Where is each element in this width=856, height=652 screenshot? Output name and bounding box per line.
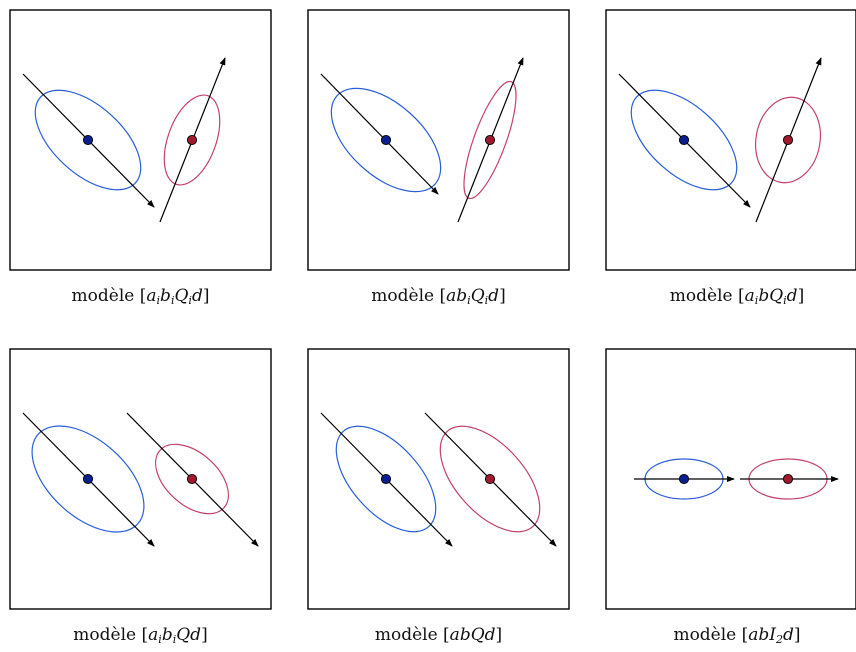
class-2-ellipse (155, 443, 229, 515)
caption-formula: [abI2d] (741, 625, 801, 646)
class-1-axis-arrow (320, 73, 439, 195)
class-1-center-dot (380, 473, 392, 485)
class-2-ellipse (439, 425, 541, 533)
class-2-center-dot (484, 473, 496, 485)
panel-5-caption: modèle [abQd] (375, 625, 502, 645)
panel-5 (307, 348, 570, 610)
class-2-ellipse (755, 96, 821, 184)
caption-word: modèle (71, 286, 135, 306)
class-1-ellipse (335, 425, 437, 533)
caption-formula: [aibiQid] (139, 286, 210, 307)
caption-word: modèle (669, 286, 733, 306)
caption-word: modèle (73, 625, 137, 645)
caption-word: modèle (374, 625, 438, 645)
panel-frame (9, 348, 272, 610)
class-1-ellipse (34, 89, 142, 191)
panel-3-caption: modèle [aibQid] (670, 286, 804, 307)
class-1-center-dot (678, 473, 690, 485)
class-2-ellipse (163, 94, 221, 186)
panel-frame (307, 9, 570, 271)
panel-4-caption: modèle [aibiQd] (73, 625, 207, 646)
caption-word: modèle (673, 625, 737, 645)
panel-4 (9, 348, 272, 610)
caption-formula: [abQd] (443, 625, 503, 645)
panel-frame (605, 9, 856, 271)
panel-6-caption: modèle [abI2d] (673, 625, 800, 646)
caption-word: modèle (371, 286, 435, 306)
class-2-center-dot (186, 134, 198, 146)
class-1-center-dot (82, 134, 94, 146)
class-1-center-dot (678, 134, 690, 146)
class-2-center-dot (782, 473, 794, 485)
class-1-center-dot (82, 473, 94, 485)
caption-formula: [abiQid] (439, 286, 506, 307)
class-2-ellipse (463, 80, 517, 200)
panel-frame (605, 348, 856, 610)
class-1-ellipse (31, 425, 145, 533)
class-2-center-dot (186, 473, 198, 485)
panel-1-caption: modèle [aibiQid] (72, 286, 210, 307)
class-2-center-dot (782, 134, 794, 146)
class-2-center-dot (484, 134, 496, 146)
caption-formula: [aibiQd] (141, 625, 208, 646)
class-1-ellipse (630, 89, 738, 191)
caption-formula: [aibQid] (738, 286, 805, 307)
panel-2-caption: modèle [abiQid] (371, 286, 505, 307)
class-1-center-dot (380, 134, 392, 146)
panel-3 (605, 9, 856, 271)
panel-6 (605, 348, 856, 610)
panel-1 (9, 9, 272, 271)
panel-2 (307, 9, 570, 271)
class-1-ellipse (330, 87, 442, 193)
panel-frame (307, 348, 570, 610)
panel-frame (9, 9, 272, 271)
